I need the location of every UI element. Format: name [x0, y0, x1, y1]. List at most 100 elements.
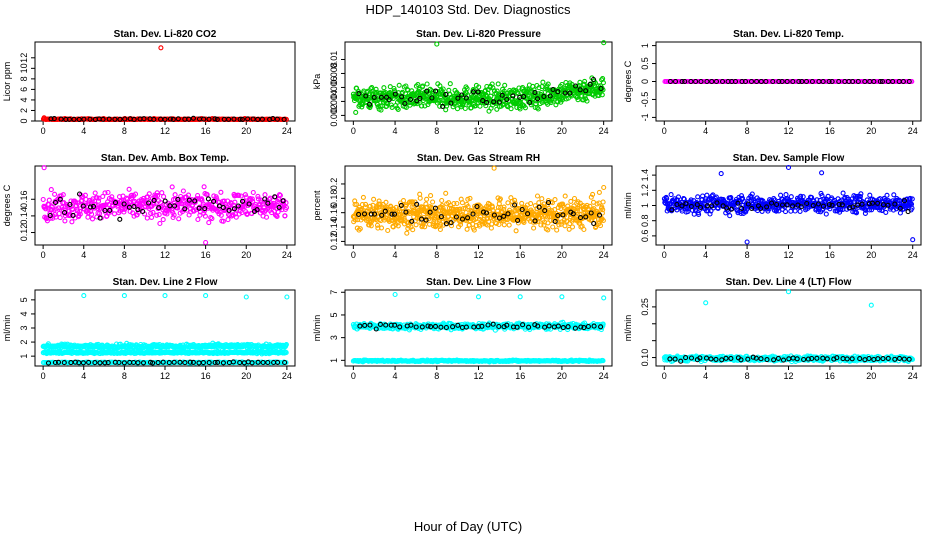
data-point [480, 98, 486, 104]
data-point [58, 116, 64, 122]
data-point [154, 212, 160, 218]
data-point [169, 184, 175, 190]
data-point [555, 89, 561, 95]
data-point [567, 90, 573, 96]
data-point [459, 92, 465, 98]
data-point [158, 45, 164, 51]
data-point [906, 78, 912, 85]
data-point [554, 227, 560, 233]
points [350, 40, 607, 115]
data-point [238, 193, 244, 199]
data-point [363, 93, 369, 99]
data-point [250, 116, 256, 122]
panel-title: Stan. Dev. Li-820 Pressure [416, 29, 541, 40]
data-point [698, 78, 704, 85]
data-point [262, 196, 268, 202]
data-point [220, 218, 226, 224]
data-point [151, 197, 157, 203]
y-tick-label: 1 [329, 358, 339, 363]
y-tick-label: 0.14 [329, 218, 339, 236]
y-axis-label: kPa [312, 74, 322, 90]
data-point [443, 91, 449, 97]
data-point [373, 86, 379, 92]
data-point [359, 207, 365, 213]
y-tick-label: 0.8 [640, 214, 650, 227]
data-point [89, 216, 96, 222]
data-point [146, 200, 152, 206]
data-point [535, 106, 541, 112]
data-point [571, 195, 578, 202]
data-point [383, 94, 390, 100]
data-point [600, 199, 606, 205]
x-tick-label: 0 [41, 371, 46, 381]
y-tick-label: 3 [19, 325, 29, 330]
data-point [81, 293, 87, 299]
data-point [80, 203, 86, 209]
data-point [598, 85, 604, 92]
data-point [539, 196, 545, 202]
data-point [383, 199, 389, 205]
data-point [524, 86, 530, 92]
data-point [476, 84, 482, 90]
data-point [569, 224, 576, 230]
points [40, 45, 289, 122]
data-point [506, 222, 512, 228]
x-tick-label: 12 [473, 126, 483, 136]
data-point [362, 204, 368, 210]
data-point [909, 78, 915, 85]
x-tick-label: 8 [745, 126, 750, 136]
data-point [374, 222, 381, 228]
data-point [809, 78, 815, 85]
data-point [134, 212, 140, 218]
data-point [682, 78, 688, 85]
data-point [540, 79, 546, 85]
data-point [89, 211, 95, 217]
data-point [695, 194, 701, 200]
x-tick-label: 8 [745, 250, 750, 260]
y-tick-label: 0.12 [19, 224, 29, 242]
x-tick-label: 0 [351, 126, 356, 136]
data-point [67, 212, 73, 218]
data-point [175, 116, 181, 122]
data-point [536, 85, 542, 91]
data-point [249, 196, 255, 202]
data-point [477, 103, 483, 109]
y-tick-label: 0.16 [19, 190, 29, 208]
data-point [455, 95, 461, 101]
data-point [433, 88, 439, 94]
data-point [284, 294, 290, 300]
panel-title: Stan. Dev. Amb. Box Temp. [101, 153, 229, 164]
data-point [157, 220, 163, 227]
data-point [221, 198, 227, 204]
data-point [170, 214, 176, 221]
data-point [218, 189, 224, 195]
panel-title: Stan. Dev. Line 3 Flow [426, 277, 531, 288]
data-point [517, 106, 523, 112]
data-point [204, 192, 210, 198]
data-point [464, 86, 470, 92]
data-point [226, 116, 232, 122]
data-point [186, 116, 192, 122]
y-axis-label: ml/min [623, 192, 633, 219]
data-point [87, 204, 94, 210]
x-tick-label: 0 [41, 250, 46, 260]
data-point [688, 78, 694, 85]
data-point [527, 99, 533, 106]
x-tick-label: 0 [41, 126, 46, 136]
x-tick-label: 20 [557, 371, 567, 381]
data-point [131, 116, 137, 122]
data-point [111, 211, 118, 217]
data-point [562, 223, 568, 229]
data-point [910, 237, 916, 243]
data-point [513, 228, 519, 234]
data-point [601, 184, 607, 191]
data-point [488, 225, 494, 231]
data-point [77, 211, 83, 217]
data-point [206, 220, 212, 226]
data-point [357, 226, 363, 232]
data-point [484, 99, 490, 105]
x-tick-label: 12 [160, 250, 170, 260]
data-point [162, 198, 168, 204]
data-point [402, 100, 408, 107]
